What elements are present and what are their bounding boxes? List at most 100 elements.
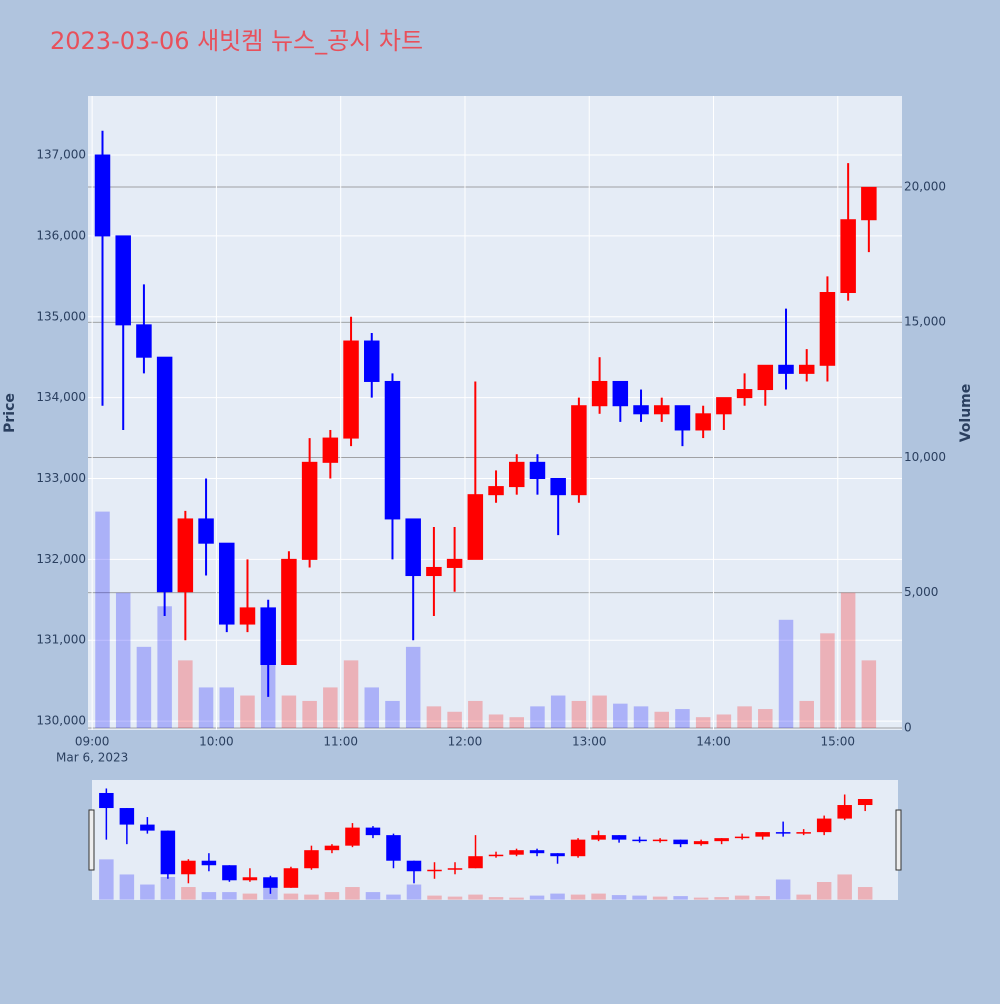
candle-body [571,405,587,496]
volume-bar [571,700,587,728]
candle-body [446,558,463,568]
slider-volume-bar [591,893,606,900]
slider-candle-body [222,865,237,881]
candle-body [364,340,380,382]
volume-bar [550,695,566,728]
slider-volume-bar [673,896,688,900]
candle-body [798,364,815,374]
slider-volume-bar [550,893,565,900]
candle-body [653,405,670,415]
volume-bar [405,646,421,728]
volume-bar [695,717,711,728]
y2-tick-label: 15,000 [904,315,946,329]
volume-bar [343,660,359,728]
x-tick-label: 09:00 [75,735,110,749]
y-tick-label: 134,000 [36,390,86,404]
y-tick-label: 132,000 [36,552,86,566]
volume-bar [799,700,814,728]
slider-volume-bar [775,879,791,900]
x-tick-label: 10:00 [199,735,234,749]
slider-volume-bar [386,894,401,900]
candle-body [757,364,774,391]
candle-body [550,478,566,496]
slider-candle-body [529,850,545,854]
slider-candle-body [365,827,381,836]
volume-bar [530,706,545,728]
candle-body [322,437,339,463]
slider-volume-bar [283,893,299,900]
slider-candle-body [201,860,217,866]
slider-candle-body [714,838,729,842]
candle-body [861,186,877,221]
volume-bar [136,646,152,728]
y-tick-label: 131,000 [36,633,86,647]
slider-volume-bar [427,895,442,900]
candle-body [198,518,214,544]
slider-handle[interactable] [88,809,95,871]
volume-bar [302,700,317,728]
volume-bar [240,695,255,728]
candle-body [426,566,442,577]
slider-volume-bar [857,887,873,900]
candle-body [633,405,649,415]
candle-body [219,542,235,625]
slider-volume-bar [468,894,483,900]
slider-candle-body [468,856,483,869]
slider-volume-bar [734,895,750,900]
y-tick-label: 133,000 [36,471,86,485]
slider-candle-body [345,827,360,846]
slider-candle-body [673,839,688,845]
x-sublabel: Mar 6, 2023 [56,751,128,765]
slider-candle-body [447,868,463,870]
volume-bar [95,511,110,728]
candle-body [612,380,629,407]
slider-candle-body [857,799,873,806]
candle-body [239,607,256,625]
y-tick-label: 136,000 [36,228,86,242]
slider-volume-bar [611,895,627,900]
volume-bar [468,700,483,728]
slider-candle-body [837,805,852,819]
slider-candle-body [119,808,135,825]
y2-tick-label: 0 [904,720,912,734]
slider-handle[interactable] [895,809,902,871]
volume-bar [613,703,628,728]
candle-body [716,397,732,415]
slider-volume-bar [242,893,258,900]
slider-volume-bar [406,884,422,900]
volume-bar [385,700,400,728]
volume-bar [737,706,752,728]
slider-candle-body [304,850,319,869]
y-tick-label: 135,000 [36,309,86,323]
slider-volume-bar [140,884,155,900]
slider-candle-body [242,877,258,881]
slider-volume-bar [447,896,463,900]
candle-body [488,486,504,496]
candle-body [156,356,173,593]
volume-bar [198,687,214,728]
x-tick-label: 15:00 [820,735,855,749]
volume-bar [592,695,607,728]
slider-candle-body [140,824,155,831]
volume-bar [861,660,877,728]
slider-volume-bar [99,859,114,900]
slider-volume-bar [181,887,196,900]
slider-candle-body [632,839,647,842]
slider-volume-bar [755,896,770,900]
slider-volume-bar [160,876,176,900]
slider-volume-bar [222,892,237,900]
slider-candle-body [283,868,299,888]
slider-candle-body [99,792,114,809]
slider-volume-bar [365,892,381,900]
candle-body [260,607,276,665]
volume-bar [778,619,794,728]
slider-candle-body [509,850,524,855]
slider-volume-bar [488,897,504,900]
candle-body [94,154,111,237]
volume-bar [654,711,669,728]
volume-bar [820,633,835,728]
slider-volume-bar [345,887,360,900]
slider-volume-bar [119,874,135,900]
slider-candle-body [816,818,832,833]
